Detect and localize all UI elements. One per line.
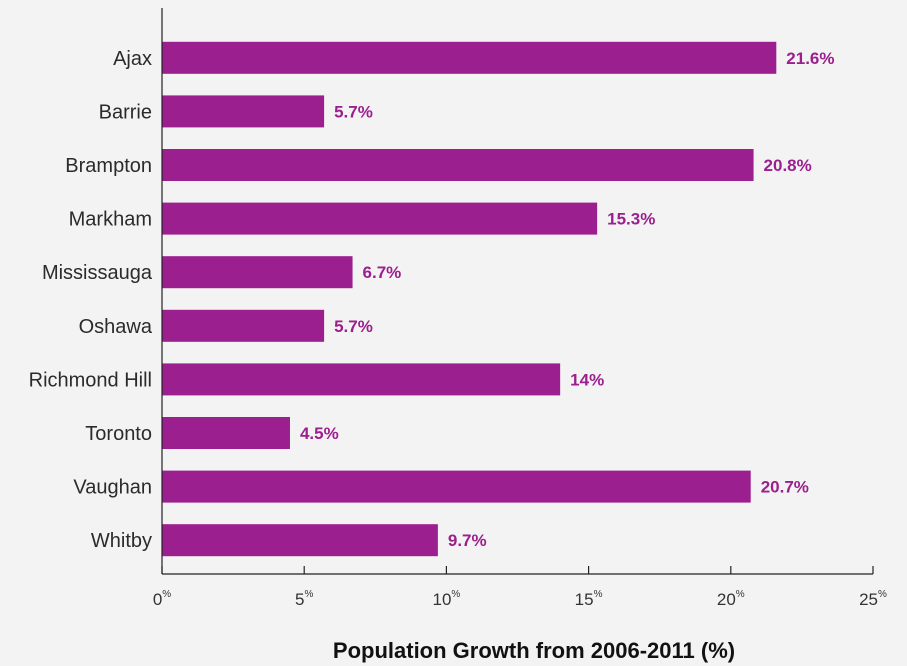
bar-toronto xyxy=(162,417,290,449)
x-tick-label: 20% xyxy=(717,589,745,609)
x-tick-label: 10% xyxy=(432,589,460,609)
category-label-toronto: Toronto xyxy=(85,423,152,445)
x-tick-label: 5% xyxy=(295,589,313,609)
bar-vaughan xyxy=(162,470,751,503)
category-label-ajax: Ajax xyxy=(113,48,152,70)
bar-whitby xyxy=(162,524,438,557)
category-label-barrie: Barrie xyxy=(99,101,152,123)
category-label-vaughan: Vaughan xyxy=(73,477,152,499)
value-label-oshawa: 5.7% xyxy=(334,317,373,336)
value-label-brampton: 20.8% xyxy=(764,156,812,175)
category-label-brampton: Brampton xyxy=(65,155,152,177)
value-label-markham: 15.3% xyxy=(607,210,655,229)
value-label-barrie: 5.7% xyxy=(334,102,373,121)
value-label-toronto: 4.5% xyxy=(300,424,339,443)
bar-markham xyxy=(162,202,598,235)
value-label-ajax: 21.6% xyxy=(786,49,834,68)
x-tick-label: 15% xyxy=(575,589,603,609)
x-tick-label: 0% xyxy=(153,589,171,609)
x-tick-label: 25% xyxy=(859,589,887,609)
value-label-richmond-hill: 14% xyxy=(570,370,604,389)
category-label-oshawa: Oshawa xyxy=(79,316,153,338)
bar-oshawa xyxy=(162,309,325,342)
x-axis-title: Population Growth from 2006-2011 (%) xyxy=(333,638,735,663)
bar-brampton xyxy=(162,149,754,181)
bars-group xyxy=(162,41,777,557)
bar-barrie xyxy=(162,95,325,128)
x-axis-ticks: 0% 5% 10% 15% 20% 25% xyxy=(153,566,887,609)
bar-mississauga xyxy=(162,256,353,289)
value-label-whitby: 9.7% xyxy=(448,531,487,550)
value-labels: 21.6% 5.7% 20.8% 15.3% 6.7% 5.7% 14% 4.5% 20.7% 9… xyxy=(300,49,835,550)
value-label-mississauga: 6.7% xyxy=(363,263,402,282)
bar-ajax xyxy=(162,41,777,74)
category-labels: Ajax Barrie Brampton Markham Mississauga Osha… xyxy=(29,48,153,552)
bar-richmond-hill xyxy=(162,363,561,396)
category-label-richmond-hill: Richmond Hill xyxy=(29,369,152,391)
category-label-whitby: Whitby xyxy=(91,530,152,552)
value-label-vaughan: 20.7% xyxy=(761,478,809,497)
category-label-mississauga: Mississauga xyxy=(42,262,153,284)
category-label-markham: Markham xyxy=(69,209,152,231)
